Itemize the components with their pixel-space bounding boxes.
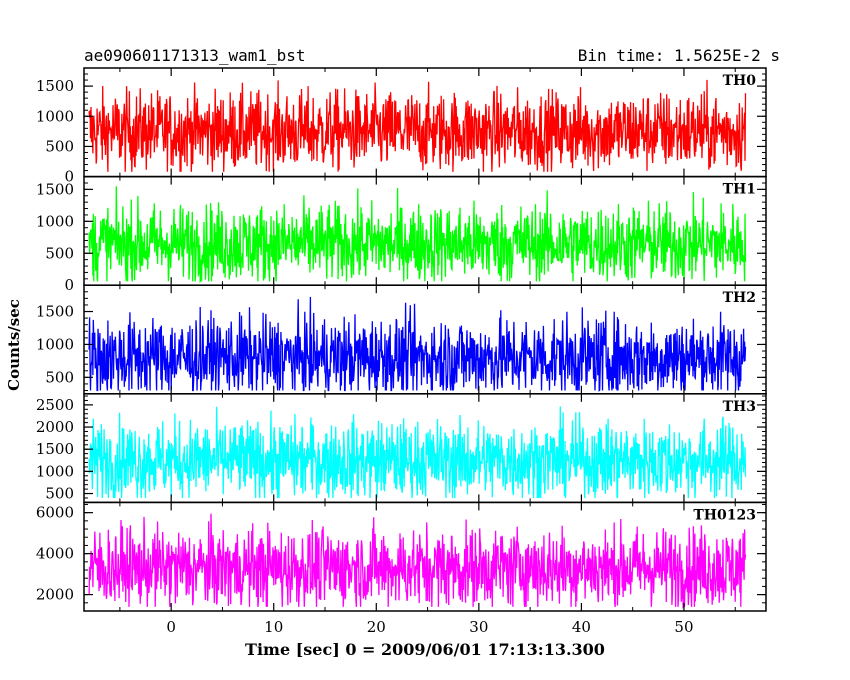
x-tick-label: 10 (264, 618, 283, 636)
panel-th3: 500 1000 1500 2000 2500 TH3 (36, 393, 767, 504)
y-tick-label: 6000 (36, 504, 74, 522)
panel-th1: 0 500 1000 1500 TH1 (36, 175, 767, 294)
panel-label-th3: TH3 (723, 399, 756, 415)
x-axis-title: Time [sec] 0 = 2009/06/01 17:13:13.300 (245, 640, 605, 659)
y-tick-label: 500 (45, 368, 74, 386)
series-line-th0 (88, 79, 747, 172)
y-tick-label: 2000 (36, 418, 74, 436)
y-tick-label: 1500 (36, 77, 74, 95)
chart-subtitle: Bin time: 1.5625E-2 s (578, 46, 780, 65)
y-tick-label: 2500 (36, 396, 74, 414)
panel-label-th0: TH0 (723, 73, 757, 89)
y-tick-label: 1000 (36, 462, 74, 480)
panel-th2: 500 1000 1500 TH2 (36, 284, 767, 395)
x-axis: 0 10 20 30 40 50 (166, 618, 693, 636)
y-tick-label: 1500 (36, 440, 74, 458)
series-line-th3 (88, 406, 747, 499)
y-tick-label: 1000 (36, 212, 74, 230)
panels-group: 0 500 1000 1500 TH0 0 500 1000 1500 TH1 500 1000 150… (36, 67, 767, 612)
y-tick-label: 500 (45, 244, 74, 262)
x-tick-label: 20 (367, 618, 386, 636)
y-axis-title: Counts/sec (5, 299, 23, 391)
chart-title: ae090601171313_wam1_bst (84, 46, 306, 65)
panel-label-th0123: TH0123 (693, 507, 756, 523)
y-tick-label: 0 (64, 168, 74, 186)
series-line-th2 (88, 296, 747, 392)
y-tick-label: 500 (45, 137, 74, 155)
panel-label-th1: TH1 (723, 182, 756, 198)
y-tick-label: 4000 (36, 545, 74, 563)
panel-frame (83, 501, 767, 612)
series-line-th0123 (88, 513, 747, 610)
x-tick-label: 50 (674, 618, 693, 636)
x-tick-label: 40 (572, 618, 591, 636)
panel-th0: 0 500 1000 1500 TH0 (36, 67, 767, 186)
series-line-th1 (88, 186, 747, 284)
y-tick-label: 500 (45, 485, 74, 503)
y-tick-label: 1000 (36, 335, 74, 353)
y-tick-label: 1000 (36, 107, 74, 125)
y-tick-label: 2000 (36, 586, 74, 604)
panel-label-th2: TH2 (723, 290, 756, 306)
panel-th0123: 2000 4000 6000 TH0123 (36, 501, 767, 612)
x-tick-label: 0 (166, 618, 176, 636)
y-tick-label: 1500 (36, 303, 74, 321)
x-tick-label: 30 (469, 618, 488, 636)
y-tick-label: 0 (64, 276, 74, 294)
y-tick-label: 1500 (36, 180, 74, 198)
